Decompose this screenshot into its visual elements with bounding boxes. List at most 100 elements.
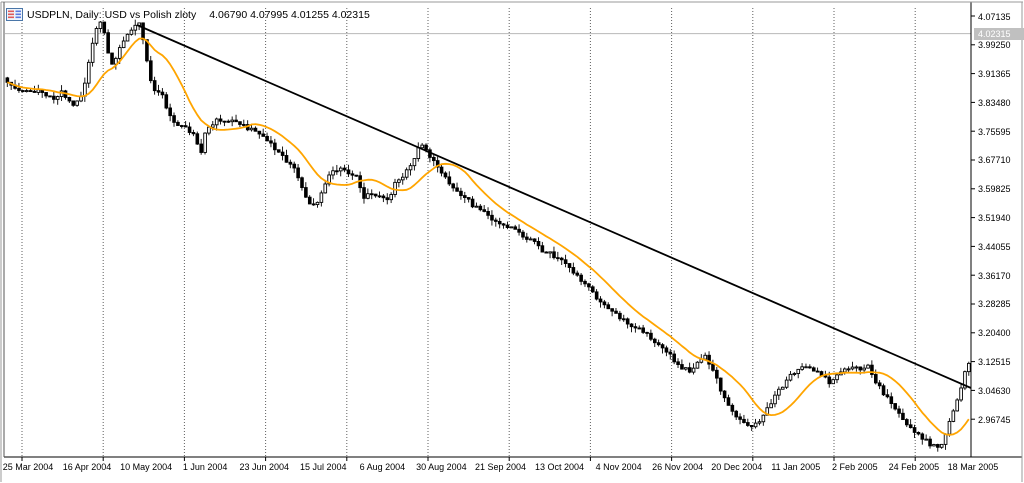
candlestick — [579, 274, 583, 282]
candlestick — [52, 95, 56, 100]
candlestick — [133, 24, 138, 31]
date-axis-label: 16 Apr 2004 — [62, 462, 112, 472]
candlestick — [901, 412, 905, 421]
candlestick — [556, 257, 560, 260]
candlestick — [532, 238, 537, 242]
candlestick — [792, 373, 797, 375]
candlestick — [959, 387, 963, 401]
candlestick — [261, 133, 266, 137]
candlestick — [156, 90, 161, 93]
chart-window-icon[interactable] — [6, 8, 23, 21]
date-axis-label: 18 Mar 2005 — [947, 462, 999, 472]
date-axis-label: 23 Jun 2004 — [239, 462, 290, 472]
candlestick — [141, 22, 145, 41]
candlestick — [641, 327, 645, 333]
candlestick — [536, 241, 541, 247]
date-axis-label: 15 Jul 2004 — [300, 462, 347, 472]
candlestick — [207, 126, 211, 134]
candlestick — [967, 362, 971, 373]
candlestick — [703, 354, 708, 360]
candlestick — [621, 318, 626, 321]
candlestick — [21, 90, 25, 92]
candlestick — [432, 156, 436, 162]
candlestick — [284, 155, 289, 163]
candlestick — [199, 143, 204, 153]
ohlc-readout: 4.06790 4.07995 4.01255 4.02315 — [209, 8, 370, 21]
candlestick — [761, 414, 766, 423]
candlestick — [947, 420, 952, 435]
candlestick — [746, 422, 750, 426]
candlestick — [176, 121, 180, 126]
candlestick — [552, 251, 556, 259]
candlestick — [932, 444, 936, 447]
candlestick — [172, 115, 176, 123]
candlestick — [559, 257, 564, 261]
trend-line[interactable] — [136, 24, 972, 389]
candlestick — [587, 283, 591, 288]
candlestick — [148, 60, 153, 82]
candlestick — [152, 80, 157, 92]
candlestick — [850, 366, 855, 370]
candlestick — [455, 187, 459, 192]
candlestick — [711, 363, 715, 371]
candlestick — [943, 433, 948, 445]
date-axis-label: 26 Nov 2004 — [652, 462, 704, 472]
candlestick — [416, 147, 421, 160]
candlestick — [656, 342, 661, 346]
date-axis[interactable]: 25 Mar 2004 16 Apr 2004 10 May 2004 1 Jun 2… — [0, 458, 1024, 483]
date-axis-label: 4 Nov 2004 — [595, 462, 642, 472]
candlestick — [288, 161, 293, 165]
candlestick — [385, 197, 390, 201]
price-axis-label: 3.99250 — [978, 40, 1011, 51]
candlestick — [908, 424, 913, 429]
candlestick — [505, 224, 510, 228]
candlestick — [769, 403, 773, 409]
candlestick — [342, 167, 347, 171]
candlestick — [311, 203, 316, 206]
candlestick — [404, 169, 409, 178]
candlestick — [715, 369, 719, 379]
candlestick — [540, 245, 545, 253]
price-axis-label: 3.12515 — [978, 357, 1011, 368]
candlestick — [664, 347, 669, 353]
candlestick — [788, 373, 793, 381]
ma-line[interactable] — [6, 37, 970, 436]
candlestick — [854, 366, 859, 369]
candlestick — [707, 354, 711, 365]
candlestick — [497, 220, 502, 225]
candlestick — [55, 96, 60, 100]
candlestick — [889, 396, 894, 404]
candlestick — [226, 120, 231, 123]
candlestick — [373, 193, 378, 197]
candlestick — [249, 127, 254, 131]
candlestick — [753, 422, 758, 428]
candlestick — [242, 124, 246, 126]
candlestick — [98, 21, 103, 29]
candlestick — [401, 176, 405, 181]
candlestick — [420, 144, 424, 149]
candlestick — [722, 390, 727, 399]
candlestick — [443, 172, 448, 178]
price-axis[interactable]: 4.07135 3.99250 3.91365 3.83480 3.75595 3.677… — [971, 0, 1024, 457]
candlestick — [338, 167, 343, 172]
candlestick — [684, 367, 688, 370]
candlestick — [478, 205, 483, 211]
candlestick — [629, 323, 634, 328]
candlestick — [846, 368, 851, 371]
candlestick — [951, 410, 956, 422]
candlestick — [327, 174, 331, 185]
candlestick — [637, 327, 642, 330]
candlestick — [296, 167, 300, 179]
candlestick — [203, 132, 207, 153]
price-axis-label: 3.51940 — [978, 213, 1011, 224]
chart-titlebar: USDPLN, Daily: USD vs Polish zloty 4.067… — [6, 8, 370, 21]
candlestick — [614, 310, 618, 314]
date-axis-label: 13 Oct 2004 — [535, 462, 585, 472]
candlestick — [218, 118, 223, 122]
candlestick — [474, 205, 479, 208]
candlestick — [912, 427, 917, 433]
candlestick — [28, 90, 33, 93]
candlestick — [734, 410, 739, 418]
candlestick — [831, 379, 835, 385]
